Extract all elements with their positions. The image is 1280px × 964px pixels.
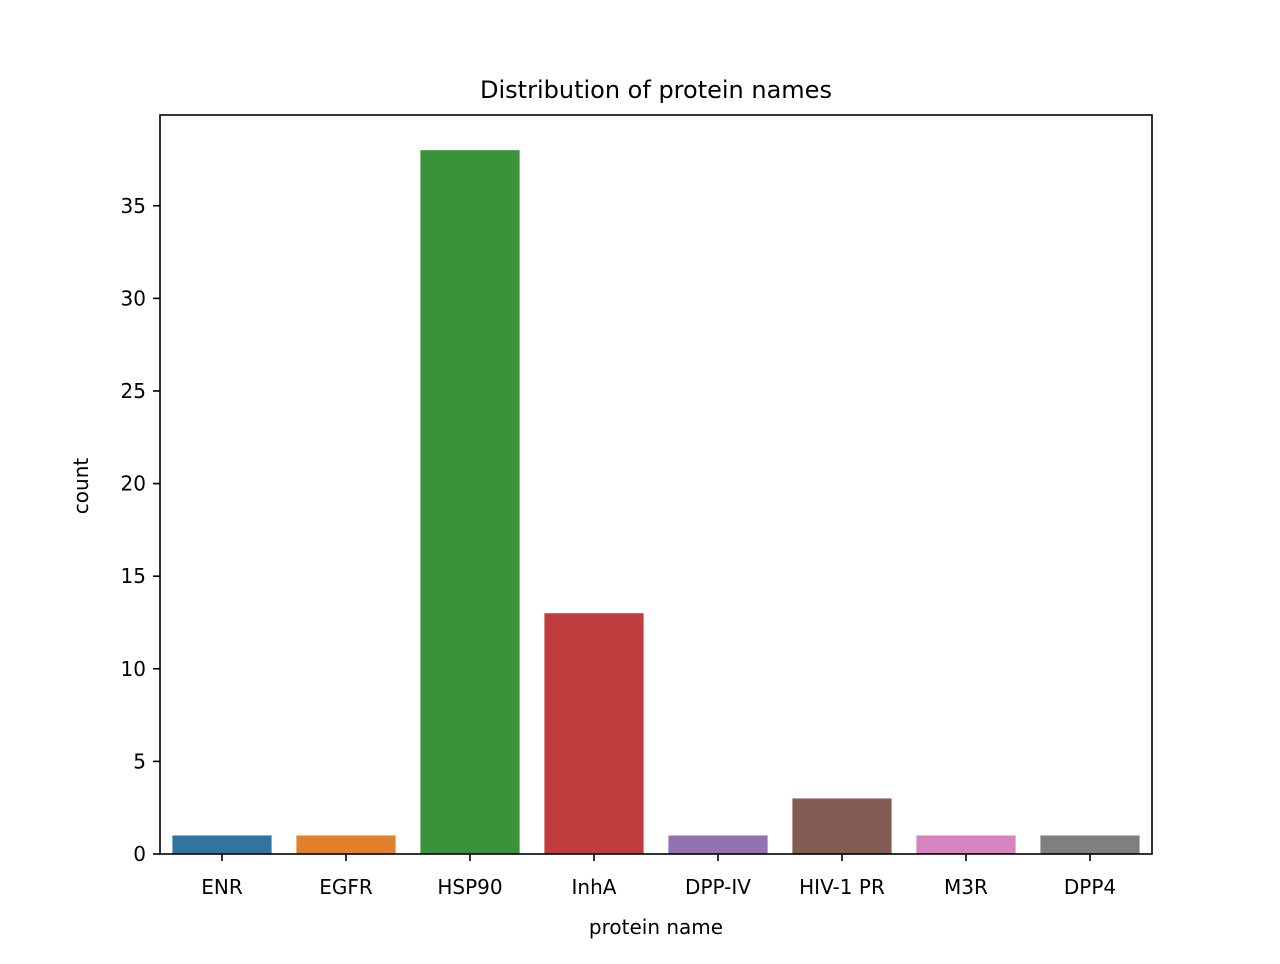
y-tick-label: 15	[121, 564, 146, 588]
x-tick-label: HIV-1 PR	[799, 875, 885, 899]
x-tick-label: InhA	[572, 875, 617, 899]
bar-dpp4	[1040, 835, 1140, 854]
bar-egfr	[296, 835, 396, 854]
y-tick-label: 10	[121, 657, 146, 681]
bar-dpp-iv	[668, 835, 768, 854]
x-tick-label: HSP90	[437, 875, 502, 899]
bar-enr	[172, 835, 272, 854]
y-tick-label: 30	[121, 286, 146, 310]
bar-hsp90	[420, 150, 520, 854]
y-axis-label: count	[69, 458, 93, 515]
y-axis-ticks: 0 5 10 15 20 25 30 35	[121, 194, 160, 866]
x-tick-label: DPP-IV	[685, 875, 751, 899]
y-tick-label: 0	[133, 842, 146, 866]
x-tick-label: DPP4	[1064, 875, 1116, 899]
y-tick-label: 25	[121, 379, 146, 403]
plot-area-frame	[159, 114, 1153, 855]
chart-title: Distribution of protein names	[480, 76, 832, 104]
x-tick-label: M3R	[944, 875, 988, 899]
y-tick-label: 35	[121, 194, 146, 218]
x-tick-label: EGFR	[319, 875, 373, 899]
bars-group	[172, 150, 1140, 854]
x-axis-ticks: ENR EGFR HSP90 InhA DPP-IV HIV-1 PR M3R DPP4	[201, 854, 1116, 899]
y-tick-label: 5	[133, 749, 146, 773]
bar-hiv-1-pr	[792, 798, 892, 854]
y-tick-label: 20	[121, 472, 146, 496]
x-tick-label: ENR	[201, 875, 243, 899]
bar-m3r	[916, 835, 1016, 854]
x-axis-label: protein name	[589, 915, 723, 939]
bar-inha	[544, 613, 644, 854]
